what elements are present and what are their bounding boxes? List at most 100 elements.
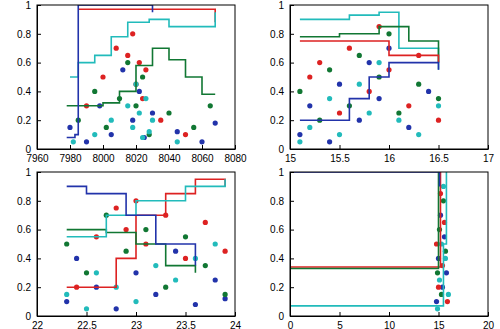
y-tick-label: 0.6 — [270, 224, 284, 235]
y-tick-label: 0.8 — [17, 196, 31, 207]
point — [446, 292, 451, 297]
y-tick-mark — [37, 34, 41, 35]
y-tick: 0.4 — [270, 86, 294, 97]
plot-area — [290, 172, 451, 311]
y-tick-label: 1 — [25, 0, 31, 11]
y-tick: 0.4 — [270, 253, 294, 264]
x-tick: 15.5 — [330, 145, 350, 164]
y-tick: 0.6 — [270, 224, 294, 235]
frame — [37, 5, 235, 149]
y-tick-mark — [37, 91, 41, 92]
point — [120, 67, 125, 72]
point — [84, 270, 89, 275]
y-axis: 00.20.40.60.81 — [270, 0, 294, 155]
step-line — [67, 186, 196, 265]
x-tick-label: 7980 — [59, 153, 82, 164]
y-tick-mark — [290, 316, 294, 317]
point — [153, 292, 158, 297]
step-line — [67, 5, 153, 137]
point — [173, 249, 178, 254]
x-tick-label: 0 — [288, 320, 294, 329]
scatter-series — [76, 60, 213, 137]
y-tick-mark — [290, 287, 294, 288]
y-tick-label: 0.6 — [17, 224, 31, 235]
x-tick: 20 — [483, 312, 495, 329]
x-tick-label: 8080 — [224, 153, 247, 164]
point — [347, 46, 352, 51]
x-tick-mark — [103, 145, 104, 149]
y-tick-label: 0 — [278, 144, 284, 155]
x-axis-line — [291, 149, 489, 150]
point — [150, 110, 155, 115]
step-line — [290, 172, 446, 306]
point — [327, 67, 332, 72]
y-tick-mark — [37, 230, 41, 231]
y-tick-label: 0 — [278, 311, 284, 322]
point — [67, 125, 72, 130]
point — [445, 299, 450, 304]
point — [386, 31, 391, 36]
point — [183, 256, 188, 261]
point — [297, 139, 302, 144]
point — [84, 306, 89, 311]
y-tick: 0.4 — [17, 253, 41, 264]
y-tick: 0.2 — [17, 282, 41, 293]
step-line — [67, 179, 225, 237]
point — [416, 82, 421, 87]
y-tick-label: 0.8 — [17, 29, 31, 40]
scatter-series — [297, 60, 441, 144]
x-tick-label: 17 — [483, 153, 495, 164]
y-tick-label: 1 — [278, 0, 284, 11]
scatter-series — [64, 213, 228, 297]
y-tick: 0.8 — [270, 29, 294, 40]
x-tick-label: 15 — [285, 153, 297, 164]
point — [377, 60, 382, 65]
scatter-series — [434, 191, 450, 304]
x-tick-label: 16 — [384, 153, 396, 164]
point — [183, 234, 188, 239]
step-line — [300, 12, 439, 70]
y-tick: 0.2 — [270, 115, 294, 126]
subplot: 1515.51616.51700.20.40.60.81 — [270, 0, 494, 164]
point — [193, 302, 198, 307]
point — [84, 139, 89, 144]
x-tick-label: 24 — [230, 320, 242, 329]
y-tick-mark — [290, 34, 294, 35]
point — [307, 125, 312, 130]
y-tick: 1 — [25, 167, 41, 178]
x-tick: 16.5 — [429, 145, 449, 164]
point — [130, 125, 135, 130]
x-tick: 22.5 — [77, 312, 97, 329]
point — [396, 118, 401, 123]
x-tick: 8080 — [224, 145, 247, 164]
x-tick-mark — [439, 145, 440, 149]
figure: 796079808000802080408060808000.20.40.60.… — [0, 0, 500, 329]
point — [125, 53, 130, 58]
scatter-series — [307, 24, 441, 123]
x-tick-mark — [235, 312, 236, 316]
y-tick-label: 0 — [25, 311, 31, 322]
point — [173, 277, 178, 282]
x-tick-label: 23 — [131, 320, 143, 329]
y-tick-label: 0.4 — [17, 253, 31, 264]
y-tick: 0.6 — [17, 224, 41, 235]
point — [175, 139, 180, 144]
point — [109, 118, 114, 123]
x-tick-mark — [169, 145, 170, 149]
point — [317, 60, 322, 65]
x-axis-line — [38, 149, 236, 150]
x-tick-label: 22.5 — [77, 320, 97, 329]
point — [166, 110, 171, 115]
y-tick-mark — [290, 149, 294, 150]
y-tick-mark — [37, 63, 41, 64]
step-line — [300, 27, 439, 63]
x-tick-mark — [186, 312, 187, 316]
step-line — [290, 172, 440, 267]
point — [94, 270, 99, 275]
point — [114, 306, 119, 311]
x-tick: 23 — [131, 312, 143, 329]
plot-area — [64, 179, 228, 311]
frame — [290, 172, 488, 316]
x-tick-mark — [488, 312, 489, 316]
y-tick: 0.4 — [17, 86, 41, 97]
